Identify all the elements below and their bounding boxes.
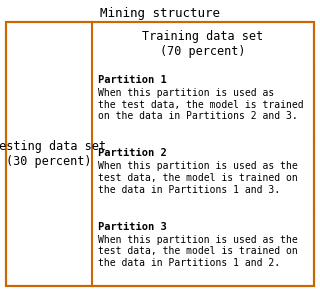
Text: Partition 2: Partition 2 [98, 148, 167, 158]
Text: When this partition is used as
the test data, the model is trained
on the data i: When this partition is used as the test … [98, 88, 304, 121]
Bar [6, 22, 92, 286]
Text: Mining structure: Mining structure [100, 6, 220, 20]
Text: When this partition is used as the
test data, the model is trained on
the data i: When this partition is used as the test … [98, 235, 298, 268]
Text: Testing data set
(30 percent): Testing data set (30 percent) [0, 140, 106, 168]
Bar [92, 66, 314, 139]
Bar [92, 213, 314, 286]
Bar [92, 139, 314, 213]
Text: Partition 1: Partition 1 [98, 75, 167, 85]
Text: Partition 3: Partition 3 [98, 222, 167, 232]
Bar [92, 22, 314, 66]
Text: Training data set
(70 percent): Training data set (70 percent) [142, 30, 264, 58]
Text: When this partition is used as the
test data, the model is trained on
the data i: When this partition is used as the test … [98, 161, 298, 194]
